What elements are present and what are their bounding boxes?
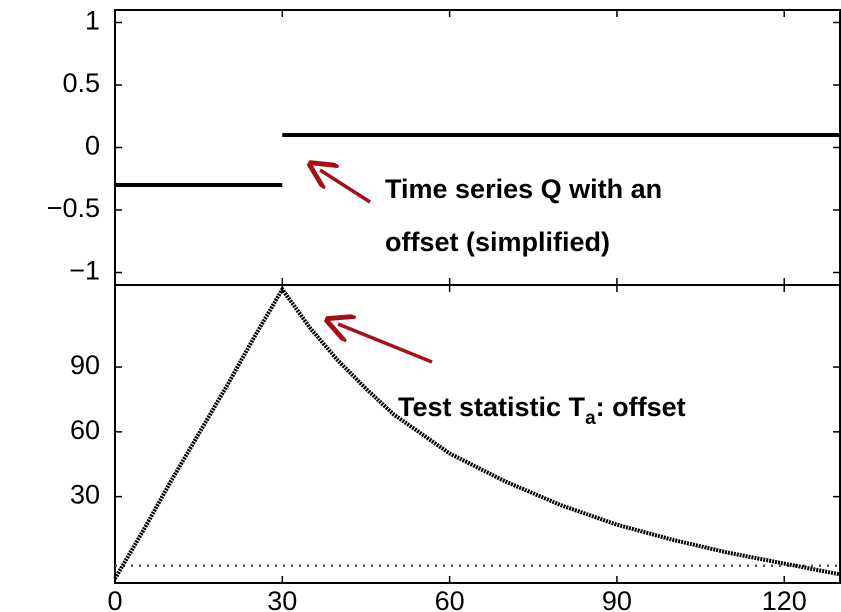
annotation-arrow <box>338 324 433 364</box>
y-tick-label: 0.5 <box>62 68 100 98</box>
series-line <box>113 285 841 580</box>
y-tick-label: −1 <box>69 256 100 286</box>
annotation-text: Test statistic Ta: offset <box>398 392 686 429</box>
y-tick-label: 0 <box>85 131 100 161</box>
annotation-arrow <box>320 170 371 204</box>
x-tick-label: 30 <box>267 586 297 612</box>
annotation-suffix: : offset <box>596 392 686 422</box>
x-tick-label: 120 <box>762 586 807 612</box>
annotation-main: Test statistic T <box>398 392 586 422</box>
x-tick-label: 90 <box>602 586 632 612</box>
panel-frame <box>114 284 841 584</box>
y-tick-label: 90 <box>70 350 100 380</box>
y-tick-label: 30 <box>70 480 100 510</box>
x-tick-label: 60 <box>435 586 465 612</box>
y-tick-label: 1 <box>85 6 100 36</box>
y-tick-label: −0.5 <box>47 193 100 223</box>
annotation-text: offset (simplified) <box>385 227 610 257</box>
annotation-subscript: a <box>585 408 596 429</box>
series-line <box>115 133 840 187</box>
y-tick-label: 60 <box>70 415 100 445</box>
annotation-text: Time series Q with an <box>385 174 662 204</box>
x-tick-label: 0 <box>107 586 122 612</box>
